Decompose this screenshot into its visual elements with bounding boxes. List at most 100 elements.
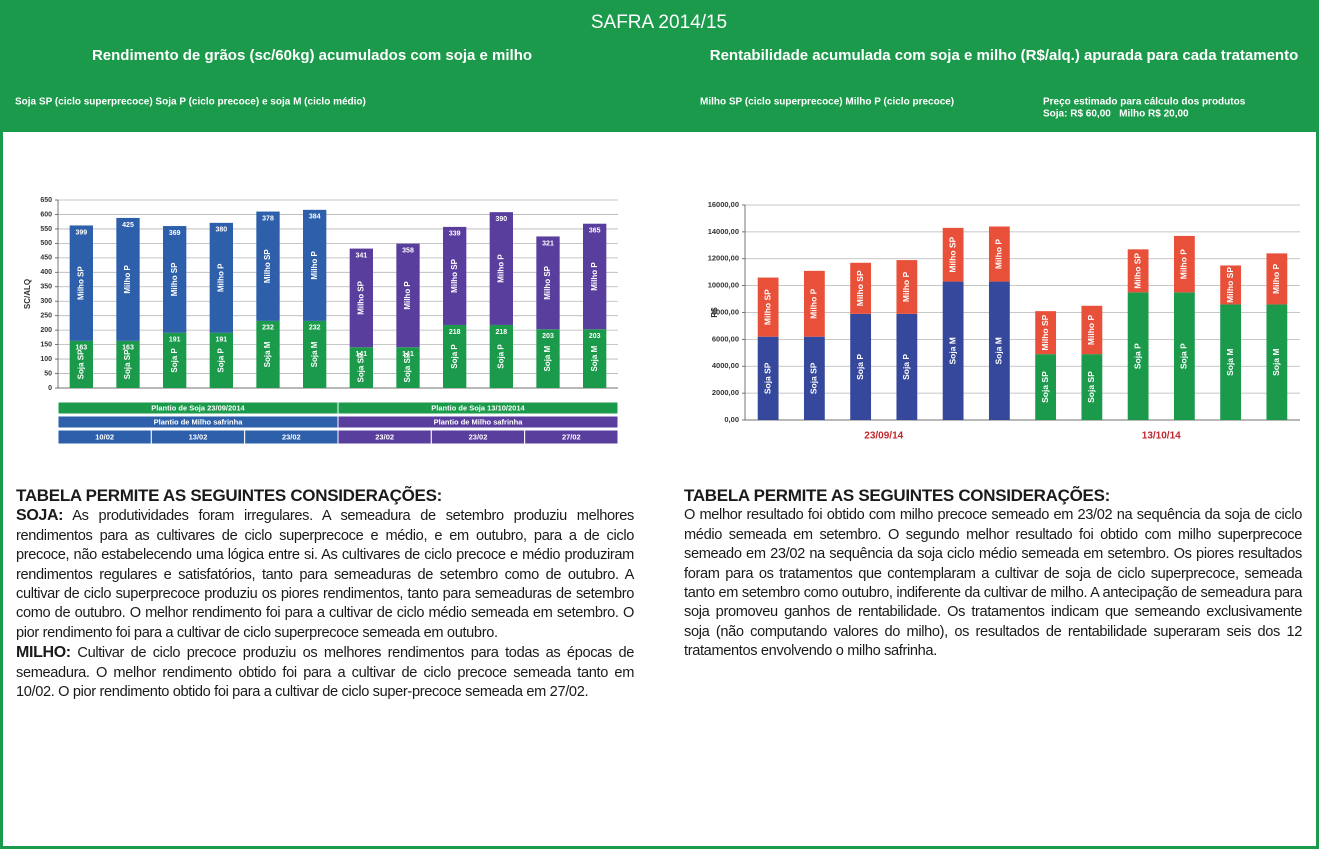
y-tick-label: 12000,00 — [708, 254, 739, 263]
value-label: 218 — [495, 329, 507, 336]
bar-segment — [1081, 354, 1103, 420]
segment-label: Soja M — [947, 337, 957, 364]
bar-segment — [443, 324, 467, 388]
price-note: Soja: R$ 60,00 Milho R$ 20,00 — [1043, 109, 1189, 120]
y-axis-label: SC/ALQ — [23, 279, 32, 309]
y-tick-label: 500 — [40, 240, 52, 247]
value-label: 378 — [262, 215, 274, 222]
bar-segment — [489, 212, 513, 325]
bar-segment — [163, 332, 187, 388]
value-label: 232 — [309, 325, 321, 332]
bar-segment — [757, 336, 779, 420]
group-label: 13/10/14 — [1142, 431, 1181, 442]
bar-segment — [303, 209, 327, 321]
segment-label: Milho SP — [356, 280, 365, 314]
y-tick-label: 150 — [40, 341, 52, 348]
milho-text: Cultivar de ciclo precoce produziu os me… — [16, 645, 634, 701]
value-label: 141 — [402, 351, 414, 358]
bar-segment — [1035, 354, 1057, 420]
y-tick-label: 50 — [44, 370, 52, 377]
value-label: 341 — [355, 252, 367, 259]
bar-segment — [303, 320, 327, 388]
bar-segment — [209, 222, 233, 333]
y-tick-label: 100 — [40, 356, 52, 363]
left-subtitle: Rendimento de grãos (sc/60kg) acumulados… — [92, 47, 532, 64]
y-tick-label: 550 — [40, 226, 52, 233]
segment-label: Milho SP — [543, 265, 552, 299]
segment-label: Milho SP — [947, 236, 957, 272]
table-cell-label: 23/02 — [375, 432, 394, 441]
table-cell-label: 23/02 — [469, 432, 488, 441]
segment-label: Soja SP — [1040, 371, 1050, 403]
milho-label: MILHO: — [16, 644, 71, 662]
segment-label: Milho SP — [170, 262, 179, 296]
table-cell-label: Plantio de Milho safrinha — [434, 417, 524, 426]
bar-segment — [209, 332, 233, 388]
bar-segment — [116, 340, 140, 388]
y-tick-label: 16000,00 — [708, 200, 739, 209]
segment-label: Milho P — [590, 262, 599, 291]
segment-label: Milho P — [809, 288, 819, 319]
segment-label: Milho P — [1179, 249, 1189, 280]
soja-label: SOJA: — [16, 507, 64, 525]
segment-label: Soja M — [263, 341, 272, 367]
bar-segment — [1127, 292, 1149, 420]
bar-segment — [163, 226, 187, 333]
value-label: 339 — [449, 231, 461, 238]
value-label: 141 — [355, 351, 367, 358]
segment-label: Soja P — [170, 347, 179, 372]
segment-label: Soja P — [496, 344, 505, 369]
segment-label: Soja M — [1225, 349, 1235, 376]
segment-label: Soja P — [1132, 343, 1142, 369]
bar-segment — [896, 313, 918, 420]
bar-segment — [942, 281, 964, 420]
bar-segment — [583, 329, 607, 388]
bar-segment — [850, 313, 872, 420]
segment-label: Soja P — [855, 354, 865, 380]
left-text: TABELA PERMITE AS SEGUINTES CONSIDERAÇÕE… — [16, 486, 634, 702]
segment-label: Milho P — [994, 239, 1004, 270]
y-tick-label: 0 — [48, 385, 52, 392]
value-label: 203 — [589, 333, 601, 340]
value-label: 321 — [542, 240, 554, 247]
segment-label: Milho P — [1271, 263, 1281, 294]
segment-label: Soja P — [1179, 343, 1189, 369]
soja-paragraph: SOJA: As produtividades foram irregulare… — [16, 506, 634, 643]
right-heading: TABELA PERMITE AS SEGUINTES CONSIDERAÇÕE… — [684, 486, 1110, 505]
segment-label: Milho SP — [1040, 314, 1050, 350]
y-tick-label: 10000,00 — [708, 281, 739, 290]
y-tick-label: 8000,00 — [712, 307, 739, 316]
bar-segment — [443, 226, 467, 325]
y-tick-label: 350 — [40, 284, 52, 291]
bar-segment — [1266, 253, 1288, 305]
left-note: Soja SP (ciclo superprecoce) Soja P (cic… — [15, 97, 366, 108]
y-tick-label: 14000,00 — [708, 227, 739, 236]
bar-segment — [256, 320, 280, 388]
value-label: 218 — [449, 329, 461, 336]
value-label: 390 — [495, 216, 507, 223]
bar-segment — [349, 347, 373, 388]
segment-label: Milho P — [123, 265, 132, 294]
right-text: TABELA PERMITE AS SEGUINTES CONSIDERAÇÕE… — [684, 486, 1302, 662]
segment-label: Soja M — [1271, 349, 1281, 376]
bar-segment — [536, 236, 560, 330]
segment-label: Soja P — [901, 354, 911, 380]
segment-label: Soja SP — [1086, 371, 1096, 403]
y-tick-label: 6000,00 — [712, 334, 739, 343]
soja-text: As produtividades foram irregulares. A s… — [16, 508, 634, 641]
segment-label: Milho SP — [76, 266, 85, 300]
bar-segment — [396, 243, 420, 348]
y-tick-label: 400 — [40, 269, 52, 276]
segment-label: Soja P — [450, 344, 459, 369]
value-label: 232 — [262, 325, 274, 332]
value-label: 399 — [75, 229, 87, 236]
bar-segment — [803, 336, 825, 420]
segment-label: Milho P — [310, 250, 319, 279]
segment-label: Milho P — [496, 254, 505, 283]
segment-label: Soja SP — [123, 349, 132, 379]
y-tick-label: 250 — [40, 313, 52, 320]
y-tick-label: 450 — [40, 255, 52, 262]
value-label: 384 — [309, 214, 321, 221]
segment-label: Milho P — [1086, 315, 1096, 346]
